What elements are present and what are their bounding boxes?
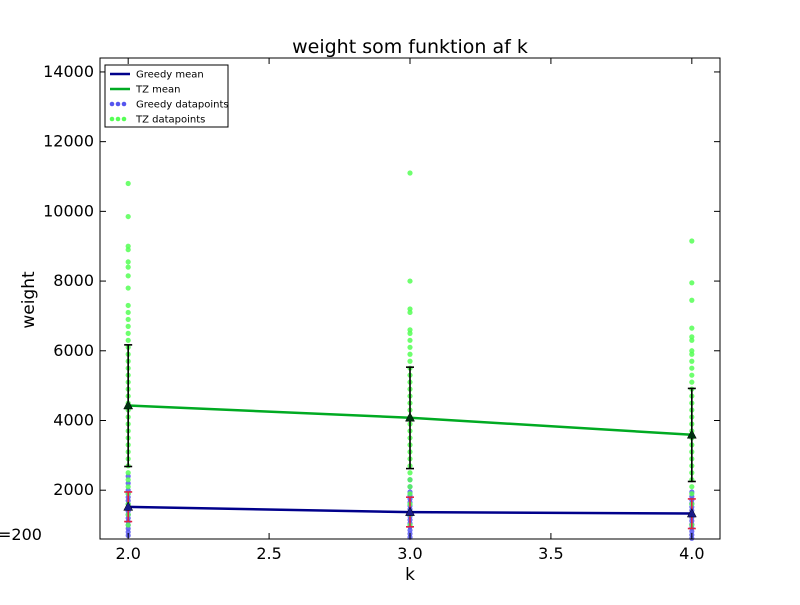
tz-datapoint: [125, 522, 131, 528]
legend-label: Greedy mean: [136, 70, 204, 81]
x-tick-label: 3.0: [397, 544, 422, 563]
tz-datapoint: [125, 323, 131, 329]
tz-datapoint: [125, 309, 131, 316]
tz-datapoint: [689, 348, 695, 354]
tz-datapoint: [407, 358, 413, 364]
x-tick-label: 2.5: [256, 544, 281, 563]
tz-datapoint: [689, 372, 695, 378]
tz-datapoint: [125, 302, 131, 309]
tz-datapoint: [125, 273, 131, 279]
y-tick-label: 8000: [53, 271, 94, 290]
tz-datapoint: [689, 484, 695, 490]
tz-datapoint: [125, 259, 131, 265]
tz-datapoint: [407, 306, 413, 312]
legend: Greedy mean TZ mean Greedy datapoints TZ da…: [104, 64, 229, 128]
tz-mean-marker: [686, 429, 697, 439]
data-layer: [123, 170, 697, 541]
y-tick-label: 2000: [53, 480, 94, 499]
tz-datapoint: [689, 325, 695, 331]
tz-datapoint: [407, 351, 413, 357]
tz-datapoint: [407, 484, 413, 490]
tz-datapoint: [689, 297, 695, 303]
tz-datapoint: [125, 330, 131, 336]
tz-datapoint: [407, 344, 413, 350]
x-axis-label: k: [405, 565, 415, 585]
legend-label: Greedy datapoints: [136, 100, 229, 111]
tz-datapoint: [689, 334, 695, 340]
tz-datapoint: [407, 170, 413, 176]
legend-swatch-dot: [121, 116, 127, 122]
greedy-mean-marker: [123, 501, 134, 511]
tz-datapoint: [407, 470, 413, 476]
x-tick-label: 3.5: [538, 544, 563, 563]
legend-label: TZ datapoints: [135, 115, 205, 126]
tz-datapoint: [125, 180, 131, 187]
legend-swatch-dot: [121, 101, 127, 107]
tz-datapoint: [689, 379, 695, 385]
tz-datapoint: [407, 491, 413, 497]
tz-datapoint: [125, 316, 131, 323]
tz-datapoint: [689, 491, 695, 497]
greedy-mean-marker: [686, 508, 697, 518]
stray-label: =200: [0, 525, 42, 544]
tick-layer: 2.0 2.5 3.0 3.5 4.0 2000 4000 6000 8000 10000 1200…: [43, 58, 720, 563]
plot-frame: [99, 57, 721, 540]
tz-datapoint: [407, 327, 413, 333]
tz-datapoint: [125, 213, 131, 220]
y-tick-label: 4000: [53, 410, 94, 429]
tz-datapoint: [689, 280, 695, 286]
legend-swatch-dot: [115, 116, 121, 122]
tz-mean-marker: [123, 399, 134, 410]
tz-datapoint: [125, 337, 131, 343]
tz-datapoint: [689, 358, 695, 364]
tz-datapoint: [125, 264, 131, 270]
y-axis-label: weight: [19, 271, 39, 329]
tz-datapoint: [125, 484, 131, 490]
tz-datapoint: [407, 337, 413, 343]
tz-mean-marker: [405, 412, 415, 422]
legend-swatch-dot: [115, 101, 121, 107]
x-tick-label: 4.0: [679, 544, 704, 563]
tz-datapoint: [407, 477, 413, 483]
tz-datapoint: [689, 238, 695, 244]
legend-swatch-dot: [109, 101, 115, 107]
legend-swatch-dot: [109, 116, 115, 122]
tz-datapoint: [125, 470, 131, 476]
legend-items: Greedy mean TZ mean Greedy datapoints TZ da…: [109, 70, 229, 126]
y-tick-label: 12000: [43, 132, 94, 151]
y-tick-label: 10000: [43, 201, 94, 220]
tz-datapoint: [125, 477, 131, 483]
legend-box: [104, 64, 229, 128]
tz-datapoint: [407, 278, 413, 284]
tz-datapoint: [125, 243, 131, 249]
y-tick-label: 14000: [43, 62, 94, 81]
legend-label: TZ mean: [135, 85, 181, 96]
y-tick-label: 6000: [53, 341, 94, 360]
tz-datapoint: [689, 365, 695, 371]
greedy-mean-marker: [405, 506, 415, 516]
chart-title: weight som funktion af k: [292, 36, 528, 58]
tz-datapoint: [125, 285, 131, 291]
x-tick-label: 2.0: [115, 544, 140, 563]
